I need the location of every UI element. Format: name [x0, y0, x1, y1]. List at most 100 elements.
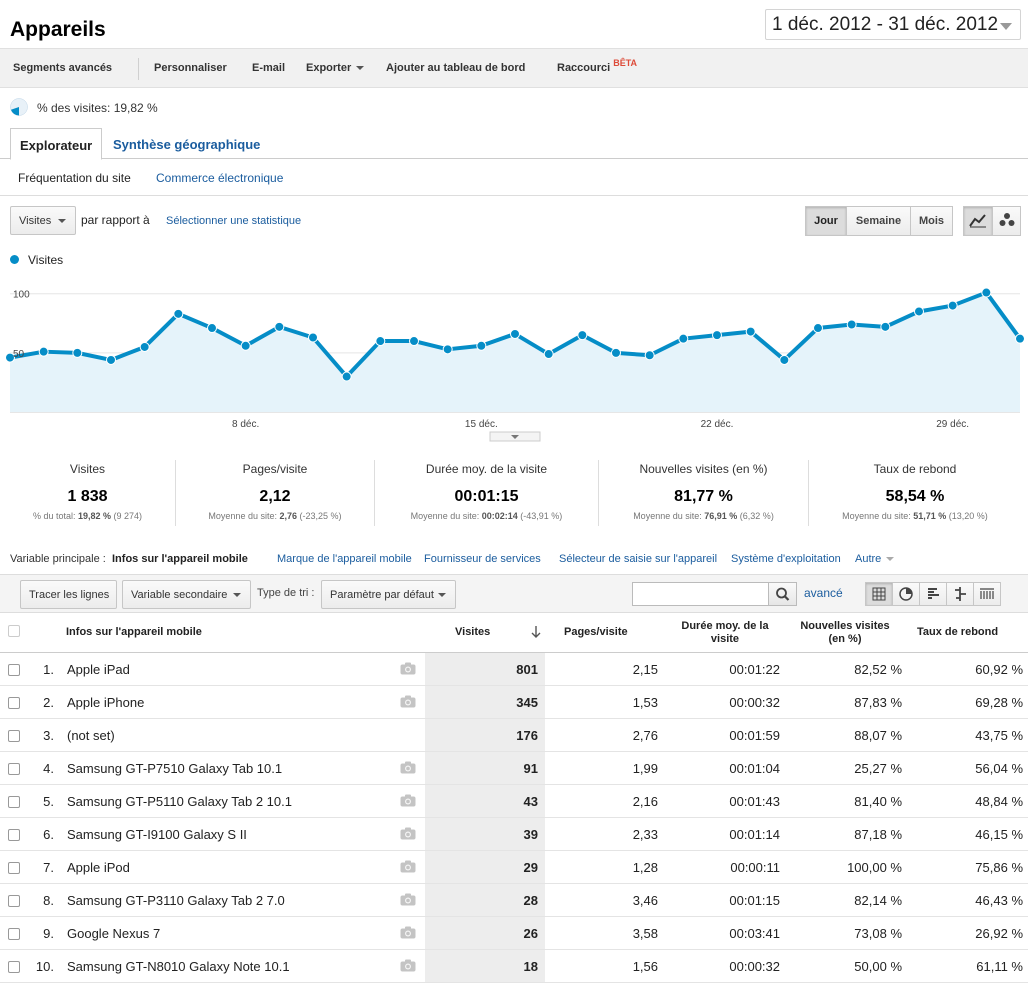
sorted-column-bg — [425, 785, 545, 817]
device-name-link[interactable]: Samsung GT-P5110 Galaxy Tab 2 10.1 — [67, 794, 292, 809]
advanced-filter-link[interactable]: avancé — [804, 586, 843, 600]
customize-button[interactable]: Personnaliser — [154, 62, 227, 74]
motion-chart-button[interactable] — [992, 206, 1021, 236]
data-point — [240, 340, 251, 351]
dimension-link[interactable]: Fournisseur de services — [424, 553, 541, 565]
camera-icon[interactable] — [400, 860, 416, 873]
select-all-checkbox[interactable] — [8, 625, 20, 637]
chart-legend: Visites — [10, 253, 63, 267]
camera-icon[interactable] — [400, 761, 416, 774]
line-chart-button[interactable] — [963, 206, 993, 236]
metric-pages-per-visit[interactable]: Pages/visite 2,12 Moyenne du site: 2,76 … — [176, 460, 374, 528]
table-row: 1. Apple iPad 801 2,15 00:01:22 82,52 % 60,92 … — [0, 653, 1028, 686]
device-name-link[interactable]: Samsung GT-P3110 Galaxy Tab 2 7.0 — [67, 893, 285, 908]
table-row: 7. Apple iPod 29 1,28 00:00:11 100,00 % 75,86 … — [0, 851, 1028, 884]
tab-site-usage[interactable]: Fréquentation du site — [18, 171, 131, 185]
device-name-link[interactable]: Apple iPhone — [67, 695, 145, 710]
row-checkbox[interactable] — [8, 730, 20, 742]
cell-avg-duration: 00:03:41 — [729, 926, 780, 941]
comparison-view-button[interactable] — [946, 582, 974, 606]
dimension-more-dropdown[interactable]: Autre — [855, 553, 895, 565]
period-day-button[interactable]: Jour — [805, 206, 847, 236]
row-checkbox[interactable] — [8, 763, 20, 775]
metric-divider — [598, 460, 599, 526]
row-checkbox[interactable] — [8, 928, 20, 940]
sorted-column-bg — [425, 686, 545, 718]
cell-pages-per-visit: 2,16 — [632, 794, 658, 809]
metric-name: Nouvelles visites (en %) — [639, 462, 768, 476]
visits-chart[interactable]: 100 50 8 déc. 15 déc. 22 déc. 29 déc. — [0, 270, 1028, 442]
device-name-link[interactable]: Samsung GT-I9100 Galaxy S II — [67, 827, 247, 842]
device-name-link[interactable]: Samsung GT-P7510 Galaxy Tab 10.1 — [67, 761, 283, 776]
column-header-new-visits[interactable]: Nouvelles visites (en %) — [800, 620, 890, 645]
row-checkbox[interactable] — [8, 895, 20, 907]
device-name-link[interactable]: (not set) — [67, 728, 115, 743]
row-checkbox[interactable] — [8, 796, 20, 808]
dimension-link[interactable]: Marque de l'appareil mobile — [277, 553, 412, 565]
device-name-link[interactable]: Apple iPad — [67, 662, 130, 677]
camera-icon[interactable] — [400, 695, 416, 708]
row-checkbox[interactable] — [8, 697, 20, 709]
camera-icon[interactable] — [400, 959, 416, 972]
camera-icon[interactable] — [400, 662, 416, 675]
pivot-view-button[interactable] — [973, 582, 1001, 606]
camera-icon[interactable] — [400, 893, 416, 906]
row-checkbox[interactable] — [8, 829, 20, 841]
metric-visits[interactable]: Visites 1 838 % du total: 19,82 % (9 274… — [0, 460, 175, 528]
table-view-button[interactable] — [865, 582, 893, 606]
row-index: 7. — [43, 860, 54, 875]
sorted-column-bg — [425, 653, 545, 685]
add-to-dashboard-button[interactable]: Ajouter au tableau de bord — [386, 62, 526, 74]
column-header-avg-duration[interactable]: Durée moy. de la visite — [681, 620, 769, 645]
period-month-button[interactable]: Mois — [910, 206, 953, 236]
data-point — [712, 330, 722, 341]
metric-select[interactable]: Visites — [10, 206, 76, 235]
tab-ecommerce[interactable]: Commerce électronique — [156, 171, 284, 185]
date-range-picker[interactable]: 1 déc. 2012 - 31 déc. 2012 — [765, 9, 1021, 40]
email-button[interactable]: E-mail — [252, 62, 286, 74]
dimension-link[interactable]: Sélecteur de saisie sur l'appareil — [559, 553, 718, 565]
pie-view-button[interactable] — [892, 582, 920, 606]
device-name-link[interactable]: Google Nexus 7 — [67, 926, 161, 941]
column-header-bounce-rate[interactable]: Taux de rebond — [917, 626, 999, 638]
metric-value: 00:01:15 — [454, 488, 519, 505]
column-header-visits[interactable]: Visites — [455, 626, 491, 638]
area-fill — [10, 292, 1020, 412]
metric-avg-duration[interactable]: Durée moy. de la visite 00:01:15 Moyenne… — [375, 460, 598, 528]
camera-icon[interactable] — [400, 827, 416, 840]
dimension-label: Variable principale : — [10, 553, 106, 565]
cell-new-visits: 100,00 % — [847, 860, 902, 875]
tab-explorer[interactable]: Explorateur — [10, 128, 103, 160]
select-metric-link[interactable]: Sélectionner une statistique — [166, 215, 302, 227]
dimension-link[interactable]: Système d'exploitation — [731, 553, 841, 565]
row-checkbox[interactable] — [8, 961, 20, 973]
data-point — [981, 287, 992, 298]
primary-dimension-bar: Variable principale : Infos sur l'appare… — [0, 549, 1028, 575]
secondary-dimension-select[interactable]: Variable secondaire — [122, 580, 251, 609]
search-input[interactable] — [633, 583, 769, 605]
performance-view-button[interactable] — [919, 582, 947, 606]
column-header-pages-per-visit[interactable]: Pages/visite — [564, 626, 628, 638]
sort-descending-icon — [531, 626, 541, 638]
grid-icon — [872, 587, 886, 601]
data-point — [914, 306, 924, 317]
camera-icon[interactable] — [400, 926, 416, 939]
period-week-button[interactable]: Semaine — [846, 206, 911, 236]
sort-type-select[interactable]: Paramètre par défaut — [321, 580, 456, 609]
metric-new-visits[interactable]: Nouvelles visites (en %) 81,77 % Moyenne… — [599, 460, 808, 528]
advanced-segments-button[interactable]: Segments avancés — [13, 62, 113, 74]
export-button[interactable]: Exporter — [306, 62, 365, 74]
plot-rows-button[interactable]: Tracer les lignes — [20, 580, 117, 609]
shortcut-button[interactable]: Raccourci BÊTA — [557, 58, 637, 74]
row-checkbox[interactable] — [8, 664, 20, 676]
table-row: 6. Samsung GT-I9100 Galaxy S II 39 2,33 00:0… — [0, 818, 1028, 851]
cell-pages-per-visit: 1,53 — [632, 695, 658, 710]
camera-icon[interactable] — [400, 794, 416, 807]
search-button[interactable] — [768, 583, 796, 605]
row-checkbox[interactable] — [8, 862, 20, 874]
device-name-link[interactable]: Samsung GT-N8010 Galaxy Note 10.1 — [67, 959, 290, 974]
metric-bounce-rate[interactable]: Taux de rebond 58,54 % Moyenne du site: … — [809, 460, 1021, 528]
column-header-dimension[interactable]: Infos sur l'appareil mobile — [66, 626, 202, 638]
device-name-link[interactable]: Apple iPod — [67, 860, 130, 875]
tab-map-overlay[interactable]: Synthèse géographique — [113, 137, 261, 152]
